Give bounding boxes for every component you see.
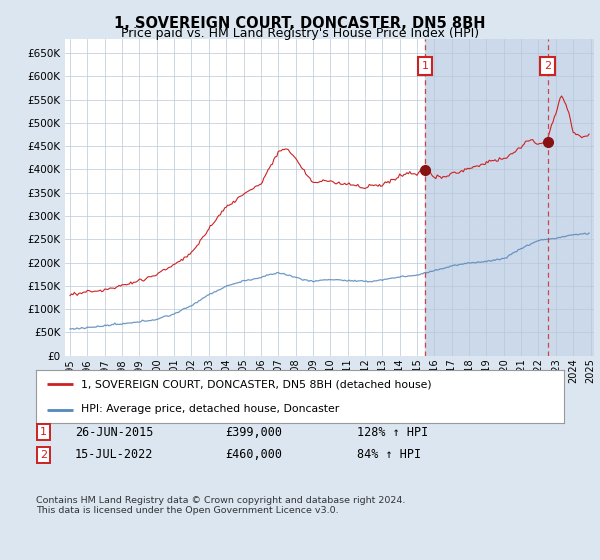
Text: 128% ↑ HPI: 128% ↑ HPI	[357, 426, 428, 439]
Text: 84% ↑ HPI: 84% ↑ HPI	[357, 448, 421, 461]
Text: 1, SOVEREIGN COURT, DONCASTER, DN5 8BH: 1, SOVEREIGN COURT, DONCASTER, DN5 8BH	[114, 16, 486, 31]
Text: 1, SOVEREIGN COURT, DONCASTER, DN5 8BH (detached house): 1, SOVEREIGN COURT, DONCASTER, DN5 8BH (…	[81, 380, 431, 390]
Bar	[425, 39, 594, 356]
Text: Price paid vs. HM Land Registry's House Price Index (HPI): Price paid vs. HM Land Registry's House …	[121, 27, 479, 40]
Text: £399,000: £399,000	[225, 426, 282, 439]
Text: £460,000: £460,000	[225, 448, 282, 461]
Text: 26-JUN-2015: 26-JUN-2015	[75, 426, 154, 439]
Text: 1: 1	[40, 427, 47, 437]
Text: 2: 2	[40, 450, 47, 460]
Text: 2: 2	[544, 61, 551, 71]
Text: 1: 1	[422, 61, 428, 71]
Text: HPI: Average price, detached house, Doncaster: HPI: Average price, detached house, Donc…	[81, 404, 339, 414]
Text: Contains HM Land Registry data © Crown copyright and database right 2024.
This d: Contains HM Land Registry data © Crown c…	[36, 496, 406, 515]
Text: 15-JUL-2022: 15-JUL-2022	[75, 448, 154, 461]
